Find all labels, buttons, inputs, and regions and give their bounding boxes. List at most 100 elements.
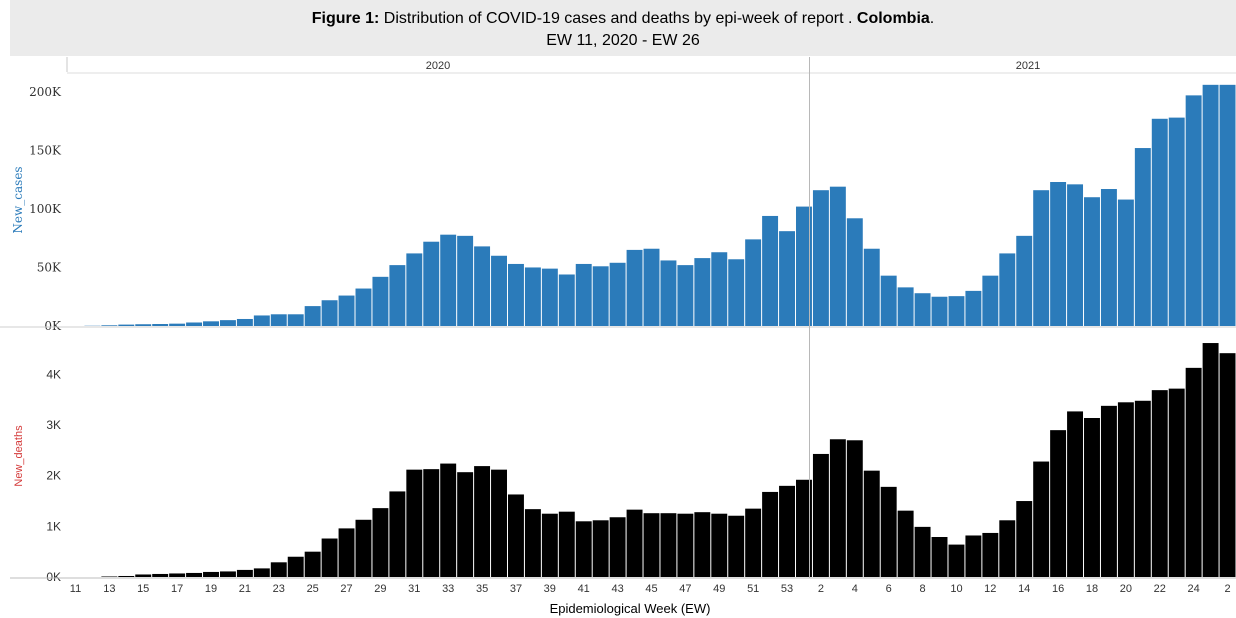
deaths-bar bbox=[660, 513, 677, 577]
deaths-bar bbox=[880, 486, 897, 577]
deaths-bar bbox=[118, 575, 135, 577]
deaths-bar bbox=[457, 472, 474, 577]
deaths-bar bbox=[372, 508, 389, 577]
deaths-bar bbox=[609, 517, 626, 577]
title-figure-label: Figure 1: bbox=[312, 10, 380, 27]
cases-bar bbox=[236, 318, 253, 326]
cases-y-ticks: 0K 50K 100K 150K 200K bbox=[29, 85, 62, 333]
cases-bar bbox=[1134, 148, 1151, 326]
x-tick-label: 18 bbox=[1086, 583, 1098, 595]
deaths-bar bbox=[745, 508, 762, 577]
cases-bar bbox=[270, 314, 287, 326]
cases-y-tick-label: 50K bbox=[37, 261, 62, 275]
deaths-bar bbox=[1151, 390, 1168, 577]
deaths-bar bbox=[406, 469, 423, 577]
deaths-bar bbox=[101, 576, 118, 577]
deaths-bar bbox=[423, 469, 440, 577]
x-tick-label: 37 bbox=[510, 583, 522, 595]
cases-bar bbox=[982, 275, 999, 326]
deaths-bar bbox=[524, 509, 541, 577]
cases-bar bbox=[592, 266, 609, 326]
x-tick-label: 49 bbox=[713, 583, 725, 595]
x-tick-labels: 11 13 15 17 19 21 23 25 27 29 31 33 35 37 39 41 43 45 47 49… bbox=[70, 583, 1231, 595]
deaths-bar bbox=[236, 569, 253, 577]
deaths-bar bbox=[474, 466, 491, 577]
cases-bar bbox=[253, 315, 270, 326]
cases-bar bbox=[1117, 199, 1134, 326]
x-tick-label: 27 bbox=[340, 583, 352, 595]
cases-bar bbox=[948, 296, 965, 326]
title-end: . bbox=[930, 10, 934, 27]
deaths-bar bbox=[287, 556, 304, 577]
cases-bar bbox=[440, 234, 457, 326]
cases-bar bbox=[1050, 182, 1067, 326]
cases-bar bbox=[914, 293, 931, 326]
cases-bar bbox=[1016, 235, 1033, 326]
x-tick-label: 39 bbox=[544, 583, 556, 595]
deaths-y-tick-label: 3K bbox=[46, 418, 61, 432]
cases-bar bbox=[575, 263, 592, 326]
x-tick-label: 19 bbox=[205, 583, 217, 595]
deaths-bar bbox=[152, 573, 169, 577]
cases-bar bbox=[694, 258, 711, 326]
cases-bar bbox=[491, 255, 507, 326]
x-tick-label: 10 bbox=[950, 583, 962, 595]
cases-bar bbox=[880, 275, 897, 326]
deaths-bar bbox=[796, 479, 812, 577]
cases-bar bbox=[643, 248, 660, 326]
deaths-bar bbox=[846, 440, 863, 577]
cases-axis-title: New_cases bbox=[11, 166, 25, 233]
x-tick-label: 2 bbox=[1224, 583, 1230, 595]
deaths-bar bbox=[1168, 388, 1185, 577]
cases-bar bbox=[846, 218, 863, 326]
cases-bar bbox=[558, 274, 575, 326]
cases-bar bbox=[423, 241, 440, 326]
x-tick-label: 29 bbox=[374, 583, 386, 595]
x-tick-label: 11 bbox=[70, 583, 81, 595]
deaths-bar bbox=[1016, 501, 1033, 577]
chart-subtitle: EW 11, 2020 - EW 26 bbox=[546, 32, 700, 49]
cases-bars bbox=[84, 84, 1236, 327]
x-tick-label: 6 bbox=[886, 583, 892, 595]
deaths-bar bbox=[321, 538, 338, 577]
deaths-bar bbox=[186, 572, 203, 577]
deaths-bar bbox=[135, 574, 152, 577]
cases-bar bbox=[626, 249, 643, 326]
deaths-bar bbox=[253, 568, 270, 577]
cases-bar bbox=[745, 239, 762, 326]
cases-bar bbox=[1100, 189, 1117, 326]
title-banner bbox=[10, 0, 1236, 56]
deaths-bar bbox=[694, 512, 711, 577]
deaths-bar bbox=[389, 491, 406, 577]
x-tick-label: 25 bbox=[307, 583, 319, 595]
cases-bar bbox=[728, 259, 745, 326]
cases-y-tick-label: 0K bbox=[44, 319, 62, 333]
cases-bar bbox=[762, 215, 779, 326]
x-tick-label: 14 bbox=[1018, 583, 1030, 595]
x-tick-label: 24 bbox=[1187, 583, 1199, 595]
deaths-bar bbox=[541, 513, 558, 577]
cases-bar bbox=[219, 320, 236, 326]
cases-bar bbox=[152, 324, 169, 326]
deaths-bar bbox=[1067, 411, 1084, 577]
deaths-y-tick-label: 1K bbox=[46, 519, 61, 533]
cases-bar bbox=[1185, 95, 1202, 327]
deaths-bars bbox=[101, 343, 1236, 577]
x-tick-label: 31 bbox=[408, 583, 420, 595]
deaths-bar bbox=[592, 520, 609, 577]
cases-bar bbox=[796, 206, 812, 326]
deaths-axis-title: New_deaths bbox=[13, 425, 25, 487]
title-country: Colombia bbox=[857, 10, 930, 27]
deaths-bar bbox=[829, 439, 846, 577]
cases-bar bbox=[474, 246, 491, 326]
deaths-bar bbox=[270, 562, 287, 577]
deaths-bar bbox=[169, 573, 186, 577]
x-axis-title: Epidemiological Week (EW) bbox=[550, 601, 711, 616]
deaths-bar bbox=[1033, 461, 1050, 577]
deaths-bar bbox=[711, 513, 728, 577]
cases-bar bbox=[609, 262, 626, 326]
cases-bar bbox=[304, 306, 321, 326]
title-text: Distribution of COVID-19 cases and death… bbox=[379, 10, 857, 27]
cases-bar bbox=[660, 260, 677, 326]
